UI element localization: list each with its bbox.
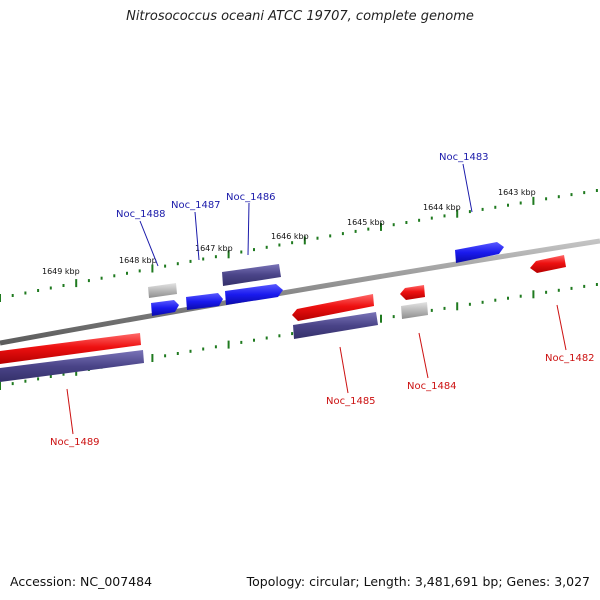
cds-feature-forward[interactable]: [225, 284, 283, 305]
scale-label: 1647 kbp: [195, 244, 233, 253]
gene-label[interactable]: Noc_1488: [116, 209, 166, 220]
cds-feature[interactable]: [0, 333, 141, 364]
pseudo-feature[interactable]: [401, 302, 428, 319]
scale-labels: 1649 kbp 1648 kbp 1647 kbp 1646 kbp 1645…: [42, 188, 536, 276]
cds-feature[interactable]: [530, 255, 566, 273]
pseudo-feature[interactable]: [148, 283, 177, 298]
outer-tick-ring: [0, 189, 598, 302]
genome-backbone: [0, 238, 600, 346]
gene-label[interactable]: Noc_1485: [326, 396, 376, 407]
gene-label[interactable]: Noc_1483: [439, 152, 489, 163]
genome-info-text: Topology: circular; Length: 3,481,691 bp…: [246, 574, 590, 589]
gene-feature[interactable]: [222, 264, 281, 286]
scale-label: 1644 kbp: [423, 203, 461, 212]
cds-feature-forward[interactable]: [151, 300, 179, 316]
gene-feature[interactable]: [293, 312, 378, 339]
scale-label: 1646 kbp: [271, 232, 309, 241]
gene-label[interactable]: Noc_1489: [50, 437, 100, 448]
gene-feature[interactable]: [0, 350, 144, 382]
reverse-strand-features: [0, 255, 566, 382]
forward-strand-features: [148, 242, 504, 316]
cds-feature-forward[interactable]: [455, 242, 504, 263]
scale-label: 1648 kbp: [119, 256, 157, 265]
gene-label[interactable]: Noc_1484: [407, 381, 457, 392]
cds-feature[interactable]: [400, 285, 425, 300]
gene-label[interactable]: Noc_1486: [226, 192, 276, 203]
label-leaders: [66, 163, 567, 435]
gene-labels: Noc_1488 Noc_1487 Noc_1486 Noc_1483 Noc_…: [50, 152, 595, 448]
scale-label: 1649 kbp: [42, 267, 80, 276]
map-title: Nitrosococcus oceani ATCC 19707, complet…: [126, 9, 474, 24]
cds-feature[interactable]: [292, 294, 374, 321]
gene-label[interactable]: Noc_1482: [545, 353, 595, 364]
gene-label[interactable]: Noc_1487: [171, 200, 221, 211]
scale-label: 1645 kbp: [347, 218, 385, 227]
accession-text: Accession: NC_007484: [10, 574, 153, 589]
scale-label: 1643 kbp: [498, 188, 536, 197]
cds-feature-forward[interactable]: [186, 293, 223, 310]
